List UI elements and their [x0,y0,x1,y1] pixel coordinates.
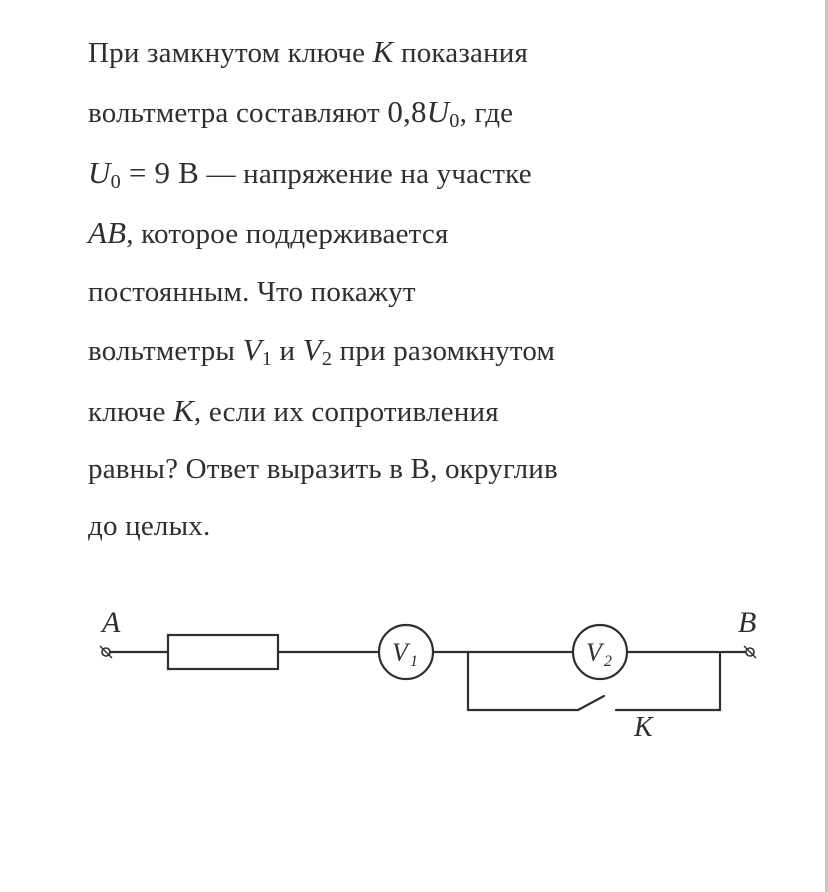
math-V2: V [303,332,322,367]
text: , если их сопротивления [194,396,499,428]
svg-text:K: K [633,712,654,740]
math-AB: AB [88,215,126,250]
text: при разомкнутом [332,335,555,367]
text: постоянным. Что покажут [88,276,416,308]
svg-text:2: 2 [604,653,612,670]
text: ключе [88,396,173,428]
text: равны? Ответ выразить в В, округлив [88,453,558,485]
math-K: K [173,393,194,428]
text: вольтметры [88,335,243,367]
text: до целых. [88,510,210,542]
text: , которое поддерживается [126,218,448,250]
math-U: U [427,94,450,129]
math-V1: V [243,332,262,367]
problem-text: При замкнутом ключе K показания вольтмет… [88,22,765,554]
text: — напряжение на участке [199,158,532,190]
page: При замкнутом ключе K показания вольтмет… [0,0,828,892]
svg-text:B: B [738,606,756,639]
svg-text:1: 1 [410,653,418,670]
math-sub0: 0 [449,111,459,133]
math-sub1: 1 [262,348,272,370]
math-V-unit: В [170,155,199,190]
text: , где [460,97,514,129]
math-sub2: 2 [322,348,332,370]
math-9: = 9 [121,155,170,190]
text: вольтметра составляют [88,97,387,129]
svg-text:A: A [100,606,121,639]
text: При замкнутом ключе [88,37,373,69]
math-U0: U [88,155,111,190]
math-sub0: 0 [111,171,121,193]
text: показания [394,37,529,69]
circuit-svg: ABV1V2K [88,580,768,740]
math-K: K [373,34,394,69]
math-coef: 0,8 [387,94,426,129]
circuit-figure: ABV1V2K [88,580,768,740]
text: и [272,335,303,367]
